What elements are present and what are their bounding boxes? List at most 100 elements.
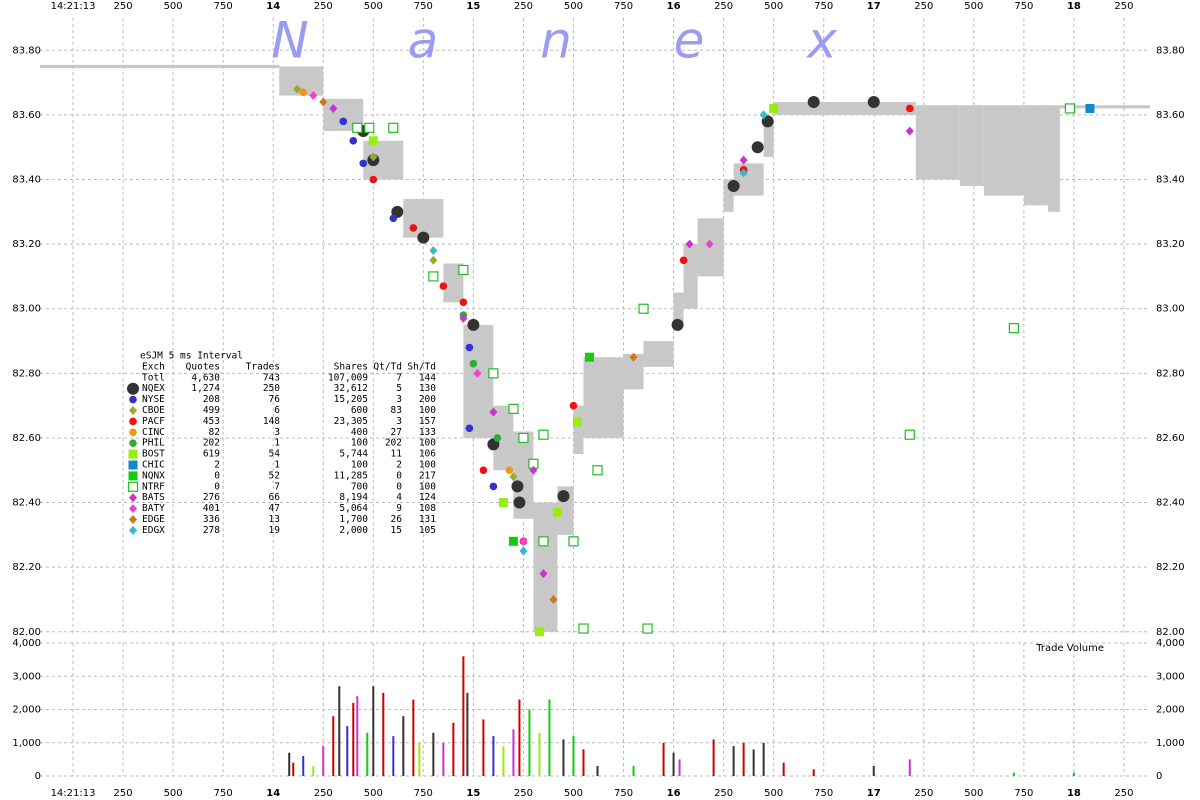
marker <box>568 536 579 547</box>
volume-bar <box>312 766 315 776</box>
volume-bar <box>366 732 369 776</box>
x-tick-label: 750 <box>1014 1 1033 12</box>
legend-stat: 54 <box>269 449 281 460</box>
marker <box>679 256 688 265</box>
legend-marker <box>128 449 138 459</box>
volume-bar <box>292 762 295 776</box>
marker <box>518 432 529 444</box>
legend-name: PHIL <box>142 438 165 449</box>
legend-stat: 15,205 <box>334 394 368 405</box>
marker <box>458 264 469 276</box>
volume-bar <box>908 759 911 776</box>
legend-name: EDGE <box>142 514 165 525</box>
legend-stat: 0 <box>214 470 220 481</box>
legend-name: BATS <box>142 492 165 503</box>
y-tick-label: 83.80 <box>12 45 41 56</box>
marker <box>349 136 358 145</box>
y-tick-label: 83.80 <box>1156 45 1185 56</box>
legend-stat: 32,612 <box>334 383 368 394</box>
volume-bar <box>762 742 765 776</box>
legend-stat: 83 <box>391 405 402 416</box>
volume-bar <box>812 769 815 776</box>
nbbo-band <box>683 244 698 309</box>
panel-label: Trade Volume <box>1035 643 1104 654</box>
marker <box>769 103 779 113</box>
x-tick-label: 16 <box>667 1 681 12</box>
volume-bar <box>678 759 681 776</box>
marker <box>369 175 378 184</box>
legend-stat: 100 <box>419 438 436 449</box>
x-tick-label: 500 <box>964 1 983 12</box>
y-tick-label: 2,000 <box>12 705 41 716</box>
legend-stat: 3 <box>396 416 402 427</box>
legend-stat: 15 <box>391 525 402 536</box>
legend-stat: 11 <box>391 449 403 460</box>
legend-stat: 3 <box>274 427 280 438</box>
volume-bar <box>382 692 385 776</box>
marker <box>557 490 570 503</box>
volume-bar <box>302 756 305 776</box>
legend-name: NYSE <box>142 394 165 405</box>
volume-bar <box>322 746 325 776</box>
x-tick-label: 250 <box>914 788 933 799</box>
legend-name: NTRF <box>142 481 165 492</box>
legend-stat: 148 <box>263 416 280 427</box>
marker <box>685 239 694 249</box>
volume-bar <box>512 729 515 776</box>
volume-bar <box>712 739 715 776</box>
x-tick-label: 500 <box>364 1 383 12</box>
legend-stat: 278 <box>203 525 220 536</box>
x-tick-label: 250 <box>1114 1 1133 12</box>
y-tick-label: 83.20 <box>1156 239 1185 250</box>
legend-header: Sh/Td <box>407 361 436 372</box>
x-tick-label: 500 <box>764 788 783 799</box>
marker <box>519 546 528 556</box>
legend-stat: 208 <box>203 394 220 405</box>
marker <box>469 359 478 368</box>
legend-name: EDGX <box>142 525 165 536</box>
marker <box>429 246 438 256</box>
volume-bar <box>412 699 415 776</box>
x-tick-label: 250 <box>114 1 133 12</box>
legend-marker <box>129 504 137 514</box>
marker <box>369 152 378 162</box>
y-tick-label: 0 <box>35 771 41 782</box>
y-tick-label: 82.80 <box>12 368 41 379</box>
nbbo-band <box>959 105 984 186</box>
y-tick-label: 82.00 <box>1156 627 1185 638</box>
nbbo-band <box>493 405 514 471</box>
marker <box>905 104 914 113</box>
legend-stat: 100 <box>419 460 436 471</box>
legend-stat: 743 <box>263 372 280 383</box>
x-tick-label: 500 <box>164 1 183 12</box>
legend-stat: 23,305 <box>334 416 368 427</box>
nbbo-band <box>583 357 624 438</box>
legend-marker <box>127 481 139 492</box>
marker <box>549 594 558 604</box>
marker <box>807 95 820 108</box>
legend-name: BOST <box>142 449 165 460</box>
legend-name: PACF <box>142 416 165 427</box>
marker <box>739 168 748 178</box>
legend-header: Shares <box>334 361 368 372</box>
nbbo-band <box>463 324 494 438</box>
marker <box>417 231 430 244</box>
volume-bar <box>752 749 755 776</box>
watermark-letter: e <box>674 12 705 70</box>
marker <box>671 318 684 331</box>
nbbo-band <box>623 353 644 390</box>
legend-marker <box>129 493 137 503</box>
legend-marker <box>129 406 137 415</box>
legend-stat: 19 <box>269 525 281 536</box>
nbbo-band <box>723 179 734 212</box>
nbbo-band <box>403 198 444 238</box>
volume-bar <box>332 716 335 776</box>
marker <box>299 88 308 97</box>
marker <box>364 122 375 133</box>
x-tick-label: 250 <box>714 788 733 799</box>
marker <box>572 417 582 427</box>
y-tick-label: 83.60 <box>1156 110 1185 121</box>
nbbo-band <box>763 121 774 157</box>
legend-stat: 47 <box>269 503 280 514</box>
x-tick-label: 750 <box>814 1 833 12</box>
